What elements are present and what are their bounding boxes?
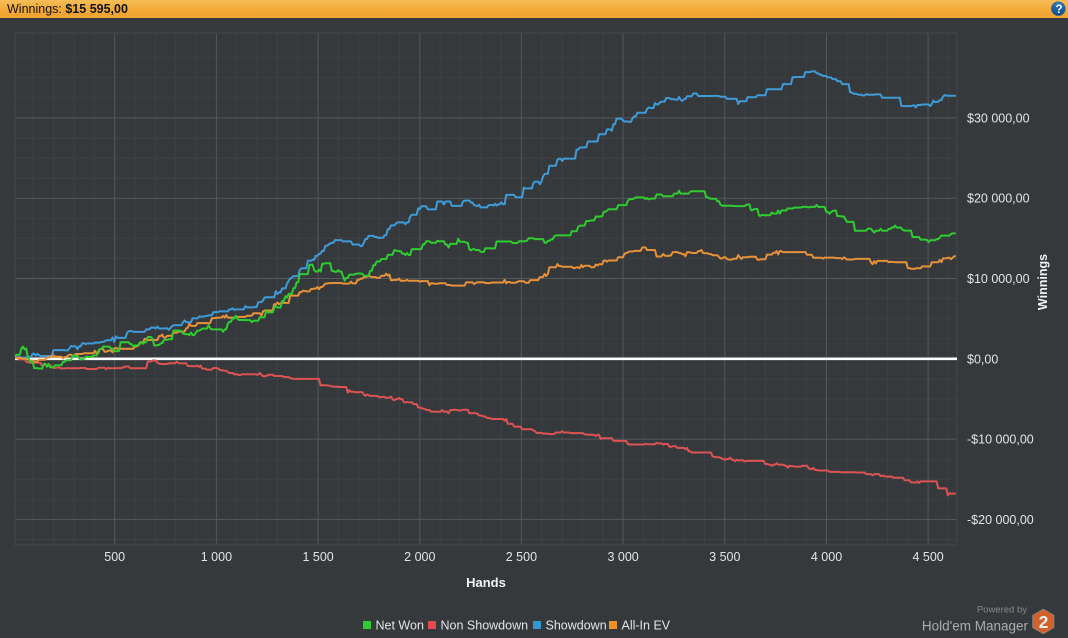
svg-text:Winnings: $15 595,00: Winnings: $15 595,00	[7, 2, 128, 16]
svg-text:3 000: 3 000	[607, 550, 638, 564]
svg-text:Winnings: Winnings	[1036, 254, 1050, 310]
svg-text:?: ?	[1055, 4, 1062, 16]
svg-text:$0,00: $0,00	[967, 352, 998, 366]
svg-text:Non Showdown: Non Showdown	[441, 619, 529, 633]
svg-text:1 500: 1 500	[302, 550, 333, 564]
svg-text:Powered by: Powered by	[977, 605, 1027, 616]
svg-text:-$20 000,00: -$20 000,00	[967, 513, 1034, 527]
svg-text:Net Won: Net Won	[376, 619, 424, 633]
svg-text:Hands: Hands	[466, 575, 506, 590]
svg-text:Hold'em Manager: Hold'em Manager	[922, 619, 1029, 634]
svg-text:$30 000,00: $30 000,00	[967, 111, 1030, 125]
svg-text:-$10 000,00: -$10 000,00	[967, 433, 1034, 447]
svg-text:$10 000,00: $10 000,00	[967, 272, 1030, 286]
svg-text:$20 000,00: $20 000,00	[967, 192, 1030, 206]
svg-text:3 500: 3 500	[709, 550, 740, 564]
svg-text:4 000: 4 000	[811, 550, 842, 564]
svg-text:500: 500	[104, 550, 125, 564]
svg-text:2 500: 2 500	[506, 550, 537, 564]
svg-text:4 500: 4 500	[912, 550, 943, 564]
svg-text:All-In EV: All-In EV	[622, 619, 671, 633]
svg-text:2: 2	[1039, 612, 1049, 632]
svg-text:2 000: 2 000	[404, 550, 435, 564]
svg-text:1 000: 1 000	[201, 550, 232, 564]
svg-text:Showdown: Showdown	[546, 619, 607, 633]
